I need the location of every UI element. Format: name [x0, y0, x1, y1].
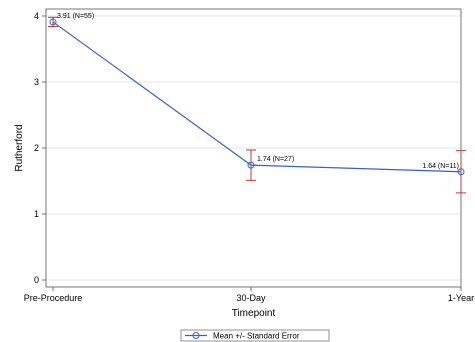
legend-box — [180, 329, 330, 342]
y-tick-label: 3 — [34, 77, 39, 87]
x-tick-label: 1-Year — [448, 293, 474, 303]
y-tick-label: 2 — [34, 143, 39, 153]
x-tick-label: Pre-Procedure — [24, 293, 83, 303]
y-axis-title: Rutherford — [14, 124, 25, 171]
data-label: 3.91 (N=55) — [57, 13, 94, 20]
data-label: 1.74 (N=27) — [257, 156, 294, 163]
data-point — [457, 168, 465, 176]
data-labels: 3.91 (N=55) 1.74 (N=27) 1.64 (N=11) — [57, 13, 459, 170]
y-tick-label: 0 — [34, 275, 39, 285]
data-point — [49, 18, 57, 26]
legend: Mean +/- Standard Error — [180, 329, 330, 342]
grid-lines — [46, 15, 461, 281]
series — [49, 18, 465, 176]
error-bars — [48, 16, 466, 194]
y-tick-label: 4 — [34, 11, 39, 21]
data-label: 1.64 (N=11) — [422, 163, 459, 170]
y-axis: 0 1 2 3 4 — [34, 11, 46, 285]
legend-entry: Mean +/- Standard Error — [213, 332, 300, 341]
x-axis-title: Timepoint — [232, 308, 276, 319]
x-axis: Pre-Procedure 30-Day 1-Year — [24, 287, 474, 303]
data-point — [247, 161, 255, 169]
y-tick-label: 1 — [34, 209, 39, 219]
legend-marker-swatch — [192, 332, 200, 339]
x-tick-label: 30-Day — [236, 293, 266, 303]
series-line — [52, 21, 462, 173]
